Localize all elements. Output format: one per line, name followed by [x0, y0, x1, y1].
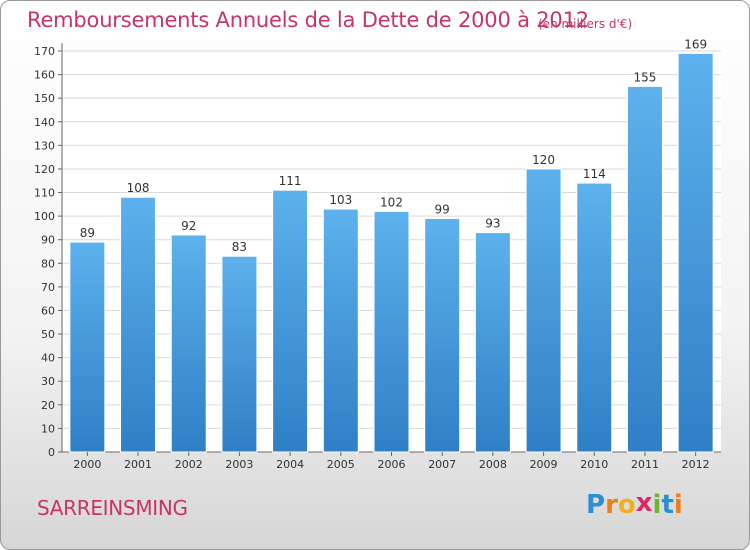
bar-2012	[677, 52, 714, 453]
bar-2005	[322, 208, 359, 453]
bar-2004	[272, 189, 309, 453]
x-tick-label: 2000	[73, 458, 101, 471]
data-label: 103	[329, 193, 352, 207]
logo-letter: i	[673, 490, 683, 520]
x-tick-label: 2001	[124, 458, 152, 471]
bar-2008	[474, 232, 511, 453]
logo-letter: P	[586, 490, 606, 520]
bar-2010	[576, 182, 613, 453]
data-label: 93	[485, 217, 500, 231]
data-label: 169	[684, 37, 707, 51]
y-tick-label: 80	[41, 257, 55, 270]
data-label: 99	[435, 202, 450, 216]
logo-letter: o	[617, 490, 636, 520]
commune-name: SARREINSMING	[37, 496, 188, 520]
bar-2011	[626, 85, 663, 453]
bar-2009	[525, 168, 562, 453]
y-tick-label: 130	[34, 139, 55, 152]
y-tick-label: 40	[41, 352, 55, 365]
x-tick-label: 2005	[327, 458, 355, 471]
y-tick-label: 50	[41, 328, 55, 341]
data-label: 120	[532, 153, 555, 167]
data-label: 92	[181, 219, 196, 233]
x-tick-label: 2006	[378, 458, 406, 471]
y-tick-label: 150	[34, 92, 55, 105]
x-tick-label: 2009	[530, 458, 558, 471]
x-tick-label: 2011	[631, 458, 659, 471]
x-tick-label: 2004	[276, 458, 304, 471]
x-tick-label: 2003	[225, 458, 253, 471]
y-tick-label: 0	[48, 446, 55, 459]
x-tick-label: 2007	[428, 458, 456, 471]
data-label: 114	[583, 167, 606, 181]
bar-2000	[69, 241, 106, 453]
x-tick-label: 2010	[580, 458, 608, 471]
y-tick-label: 170	[34, 45, 55, 58]
y-tick-label: 10	[41, 422, 55, 435]
x-tick-label: 2002	[175, 458, 203, 471]
y-tick-label: 60	[41, 304, 55, 317]
data-label: 111	[279, 174, 302, 188]
logo-letter: r	[605, 490, 618, 520]
logo-letter: t	[661, 490, 674, 520]
bar-2002	[170, 234, 207, 453]
y-tick-label: 20	[41, 399, 55, 412]
data-label: 155	[634, 70, 657, 84]
chart-title: Remboursements Annuels de la Dette de 20…	[27, 8, 589, 32]
y-tick-label: 70	[41, 281, 55, 294]
chart-subtitle: (en milliers d'€)	[538, 17, 633, 31]
x-tick-label: 2008	[479, 458, 507, 471]
logo-letter: x	[635, 488, 653, 518]
data-label: 89	[80, 226, 95, 240]
y-tick-label: 30	[41, 375, 55, 388]
y-tick-label: 100	[34, 210, 55, 223]
data-label: 83	[232, 240, 247, 254]
y-tick-label: 120	[34, 163, 55, 176]
bar-2006	[373, 210, 410, 453]
logo-letter: i	[652, 490, 662, 520]
data-label: 108	[127, 181, 150, 195]
bar-2007	[424, 217, 461, 453]
proxiti-logo[interactable]: Proxiti	[586, 488, 683, 520]
bar-2003	[221, 255, 258, 453]
y-tick-label: 90	[41, 234, 55, 247]
y-tick-label: 160	[34, 69, 55, 82]
bar-2001	[120, 196, 157, 453]
data-label: 102	[380, 195, 403, 209]
y-tick-label: 110	[34, 187, 55, 200]
x-tick-label: 2012	[682, 458, 710, 471]
y-tick-label: 140	[34, 116, 55, 129]
